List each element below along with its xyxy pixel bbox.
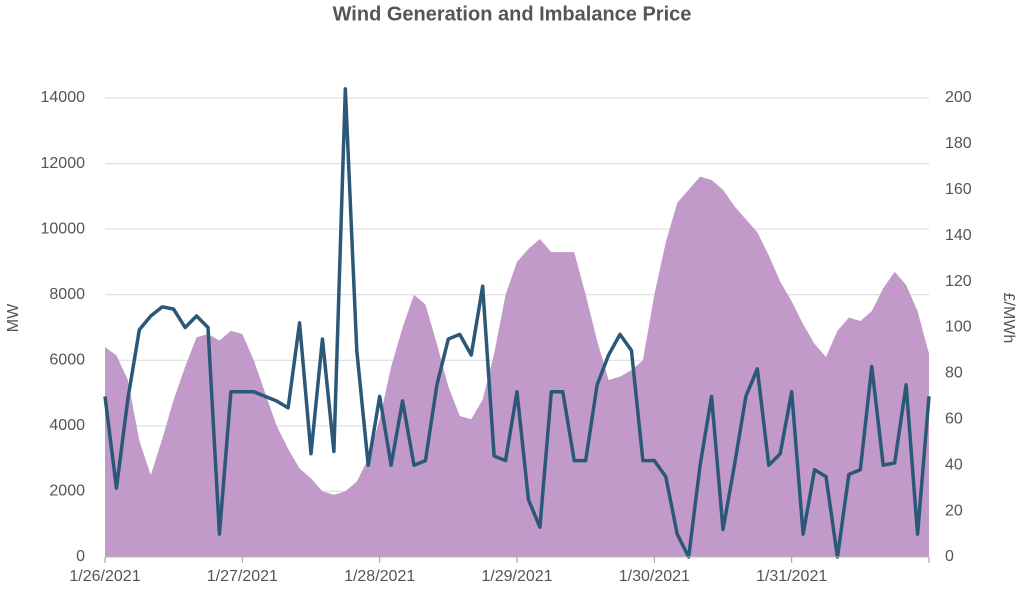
y-tick-label: 14000 xyxy=(41,89,86,106)
y2-tick-label: 140 xyxy=(945,227,972,244)
y2-tick-label: 40 xyxy=(945,456,963,473)
wind-area xyxy=(105,176,929,557)
y2-tick-label: 20 xyxy=(945,502,963,519)
x-tick-label: 1/30/2021 xyxy=(619,568,690,585)
x-tick-label: 1/26/2021 xyxy=(69,568,140,585)
y2-tick-label: 160 xyxy=(945,181,972,198)
x-tick-label: 1/29/2021 xyxy=(481,568,552,585)
y-tick-label: 2000 xyxy=(49,483,85,500)
chart-title: Wind Generation and Imbalance Price xyxy=(333,3,692,25)
y-tick-label: 12000 xyxy=(41,155,86,172)
y-tick-label: 8000 xyxy=(49,286,85,303)
y-tick-label: 4000 xyxy=(49,417,85,434)
y2-tick-label: 80 xyxy=(945,365,963,382)
y2-tick-label: 120 xyxy=(945,273,972,290)
y2-tick-label: 180 xyxy=(945,135,972,152)
x-tick-label: 1/27/2021 xyxy=(207,568,278,585)
x-tick-label: 1/31/2021 xyxy=(756,568,827,585)
price-line xyxy=(103,87,931,559)
y-axis-label: MW xyxy=(5,303,22,332)
y2-axis-label: £/MWh xyxy=(1000,293,1017,344)
y2-tick-label: 100 xyxy=(945,319,972,336)
y-tick-label: 6000 xyxy=(49,352,85,369)
y2-tick-label: 60 xyxy=(945,411,963,428)
x-tick-label: 1/28/2021 xyxy=(344,568,415,585)
y-tick-label: 0 xyxy=(76,548,85,565)
y2-tick-label: 0 xyxy=(945,548,954,565)
y2-tick-label: 200 xyxy=(945,89,972,106)
y-tick-label: 10000 xyxy=(41,220,86,237)
